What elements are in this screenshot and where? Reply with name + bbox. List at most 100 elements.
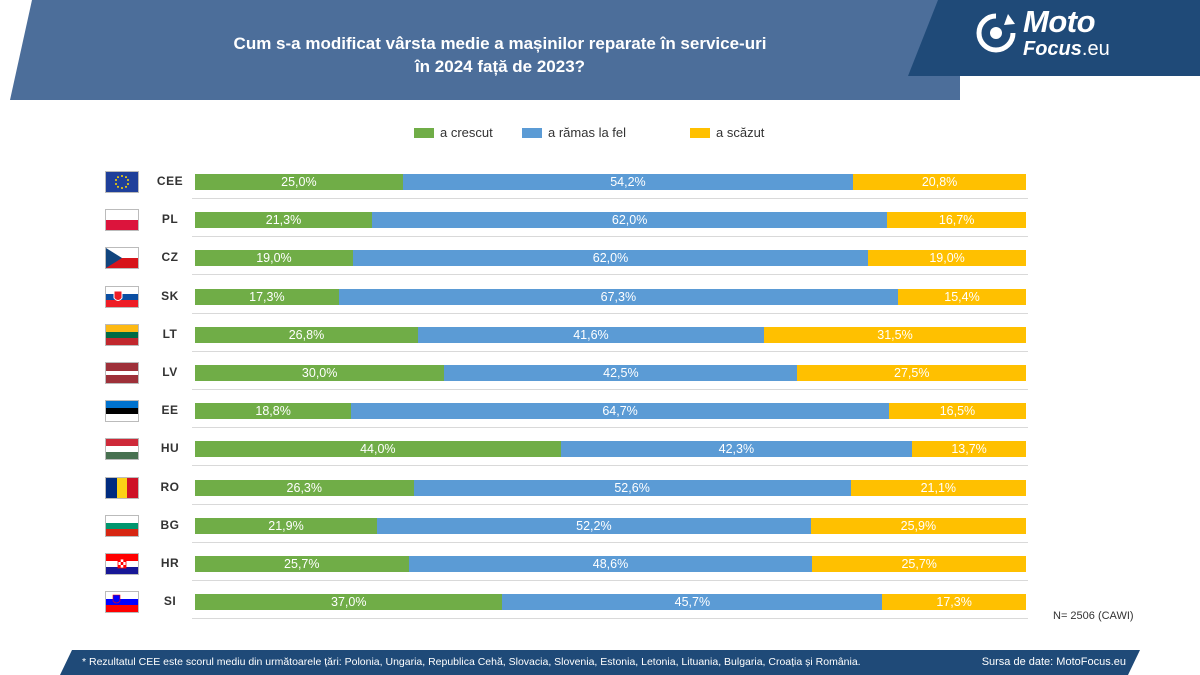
legend-item-ramas: a rămas la fel	[522, 124, 626, 140]
bar-segment: 27,5%	[797, 365, 1026, 381]
category-label: RO	[160, 479, 180, 494]
bar-segment: 48,6%	[408, 556, 813, 572]
stacked-bar: 26,3% 52,6% 21,1%	[195, 479, 1026, 496]
grid-line	[192, 350, 1028, 352]
chart-row: PL 21,3% 62,0% 16,7%	[0, 198, 1200, 238]
stacked-bar: 26,8% 41,6% 31,5%	[195, 326, 1026, 343]
sample-size-note: N= 2506 (CAWI)	[1053, 610, 1134, 622]
flag-icon-bg	[106, 515, 138, 536]
category-label: BG	[160, 517, 180, 532]
chart-row: LT 26,8% 41,6% 31,5%	[0, 313, 1200, 352]
grid-line	[192, 274, 1028, 276]
bar-segment: 13,7%	[912, 441, 1026, 458]
legend-item-scazut: a scăzut	[690, 124, 764, 140]
bar-segment: 42,3%	[560, 441, 913, 458]
bar-segment: 25,0%	[195, 174, 403, 190]
category-label: LT	[162, 326, 178, 341]
flag-icon-sk	[106, 286, 138, 307]
bar-segment: 16,5%	[888, 403, 1026, 420]
bar-segment: 44,0%	[195, 441, 561, 458]
chart-row: BG 21,9% 52,2% 25,9%	[0, 504, 1200, 543]
flag-icon-pl	[106, 210, 138, 231]
chart-row: CZ 19,0% 62,0% 19,0%	[0, 236, 1200, 276]
category-label: CEE	[156, 174, 184, 188]
bar-segment: 31,5%	[763, 326, 1026, 343]
logo-focus-text: Focus.eu	[1023, 38, 1110, 60]
stacked-bar: 44,0% 42,3% 13,7%	[195, 441, 1026, 458]
stacked-bar: 30,0% 42,5% 27,5%	[195, 365, 1026, 381]
refresh-gear-icon	[976, 13, 1016, 53]
stacked-bar: 21,9% 52,2% 25,9%	[195, 517, 1026, 534]
bar-segment: 37,0%	[195, 594, 503, 611]
footer-note: * Rezultatul CEE este scorul mediu din u…	[82, 656, 861, 668]
bar-segment: 20,8%	[853, 174, 1026, 190]
stacked-bar: 21,3% 62,0% 16,7%	[195, 212, 1026, 229]
chart-title-line2: în 2024 față de 2023?	[414, 57, 586, 76]
legend-item-crescut: a crescut	[414, 124, 493, 140]
flag-icon-hu	[106, 439, 138, 460]
bar-segment: 15,4%	[898, 288, 1026, 305]
chart-row: EE 18,8% 64,7% 16,5%	[0, 389, 1200, 429]
chart-row: HU 44,0% 42,3% 13,7%	[0, 427, 1200, 467]
chart-title-line1: Cum s-a modificat vârsta medie a mașinil…	[233, 34, 767, 53]
chart-row: SI 37,0% 45,7% 17,3%	[0, 580, 1200, 620]
grid-line	[192, 580, 1028, 581]
bar-segment: 21,9%	[195, 517, 377, 534]
stacked-bar: 37,0% 45,7% 17,3%	[195, 594, 1026, 611]
footer-band	[60, 650, 1140, 675]
chart-row: SK 17,3% 67,3% 15,4%	[0, 275, 1200, 314]
flag-icon-lt	[106, 324, 138, 345]
bar-segment: 52,2%	[376, 517, 811, 534]
bar-segment: 19,0%	[868, 250, 1026, 267]
flag-icon-ee	[106, 401, 138, 422]
header-band	[10, 0, 960, 100]
bar-segment: 16,7%	[887, 212, 1026, 229]
bar-segment: 19,0%	[195, 250, 353, 267]
bar-segment: 25,7%	[812, 556, 1026, 572]
grid-line	[192, 465, 1028, 467]
grid-line	[192, 312, 1028, 314]
bar-segment: 62,0%	[372, 212, 888, 229]
bar-segment: 25,7%	[195, 556, 409, 572]
bar-segment: 21,3%	[195, 212, 372, 229]
stacked-bar: 25,7% 48,6% 25,7%	[195, 556, 1026, 572]
stacked-bar: 18,8% 64,7% 16,5%	[195, 403, 1026, 420]
stacked-bar: 19,0% 62,0% 19,0%	[195, 250, 1026, 267]
logo-band	[908, 0, 1200, 76]
category-label: LV	[162, 365, 178, 379]
logo-moto-text: Moto	[1023, 4, 1096, 39]
motofocus-logo: Moto Focus.eu	[975, 4, 1175, 66]
flag-icon-ro	[106, 477, 138, 498]
chart-row: LV 30,0% 42,5% 27,5%	[0, 351, 1200, 390]
legend-label: a scăzut	[716, 125, 765, 141]
bar-segment: 42,5%	[444, 365, 798, 381]
bar-segment: 30,0%	[195, 365, 445, 381]
bar-segment: 64,7%	[351, 403, 889, 420]
chart-title: Cum s-a modificat vârsta medie a mașinil…	[150, 32, 850, 78]
bar-segment: 17,3%	[195, 288, 339, 305]
bar-segment: 54,2%	[402, 174, 854, 190]
bar-segment: 26,8%	[195, 326, 418, 343]
grid-line	[192, 618, 1028, 620]
grid-line	[192, 198, 1028, 199]
bar-segment: 17,3%	[882, 594, 1026, 611]
grid-line	[192, 541, 1028, 543]
bar-segment: 45,7%	[502, 594, 883, 611]
bar-segment: 52,6%	[413, 479, 851, 496]
footer-source: Sursa de date: MotoFocus.eu	[981, 656, 1126, 668]
bar-segment: 21,1%	[850, 479, 1026, 496]
stacked-bar: 17,3% 67,3% 15,4%	[195, 288, 1026, 305]
flag-icon-lv	[106, 363, 138, 383]
bar-segment: 18,8%	[195, 403, 352, 420]
category-label: HU	[160, 441, 180, 456]
legend-label: a rămas la fel	[548, 125, 627, 141]
chart-row: CEE 25,0% 54,2% 20,8%	[0, 160, 1200, 199]
chart-row: HR 25,7% 48,6% 25,7%	[0, 542, 1200, 581]
grid-line	[192, 503, 1028, 505]
legend-swatch-green	[414, 127, 434, 138]
flag-icon-cz	[106, 248, 138, 269]
flag-icon-hr	[106, 554, 138, 574]
category-label: SI	[163, 594, 177, 609]
category-label: HR	[160, 556, 180, 570]
category-label: SK	[161, 288, 179, 303]
